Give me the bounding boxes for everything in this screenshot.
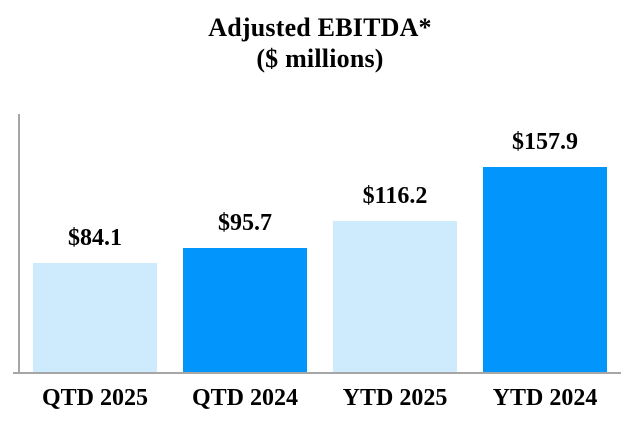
bar-ytd-2024: [483, 167, 607, 372]
bar-qtd-2024: [183, 248, 307, 372]
bar-qtd-2025: [33, 263, 157, 372]
category-label-ytd-2025: YTD 2025: [342, 385, 448, 411]
plot-area: $84.1 $95.7 $116.2 $157.9: [33, 112, 607, 372]
bar-value-label-ytd-2024: $157.9: [512, 129, 578, 155]
chart-subtitle: ($ millions): [256, 44, 384, 73]
bar-group-qtd-2024: $95.7: [183, 211, 307, 372]
bar-value-label-qtd-2024: $95.7: [218, 210, 272, 236]
bar-group-ytd-2025: $116.2: [333, 184, 457, 372]
chart-title: Adjusted EBITDA*: [208, 13, 432, 42]
x-axis-labels: QTD 2025 QTD 2024 YTD 2025 YTD 2024: [33, 385, 607, 411]
chart-title-block: Adjusted EBITDA* ($ millions): [0, 12, 640, 74]
bar-group-ytd-2024: $157.9: [483, 130, 607, 372]
bar-value-label-ytd-2025: $116.2: [362, 183, 428, 209]
bar-ytd-2025: [333, 221, 457, 372]
x-axis-line: [13, 372, 621, 374]
y-axis-line: [18, 114, 20, 374]
bar-value-label-qtd-2025: $84.1: [68, 225, 122, 251]
bar-group-qtd-2025: $84.1: [33, 226, 157, 372]
category-label-ytd-2024: YTD 2024: [492, 385, 598, 411]
category-label-qtd-2025: QTD 2025: [41, 385, 148, 411]
category-label-qtd-2024: QTD 2024: [191, 385, 298, 411]
